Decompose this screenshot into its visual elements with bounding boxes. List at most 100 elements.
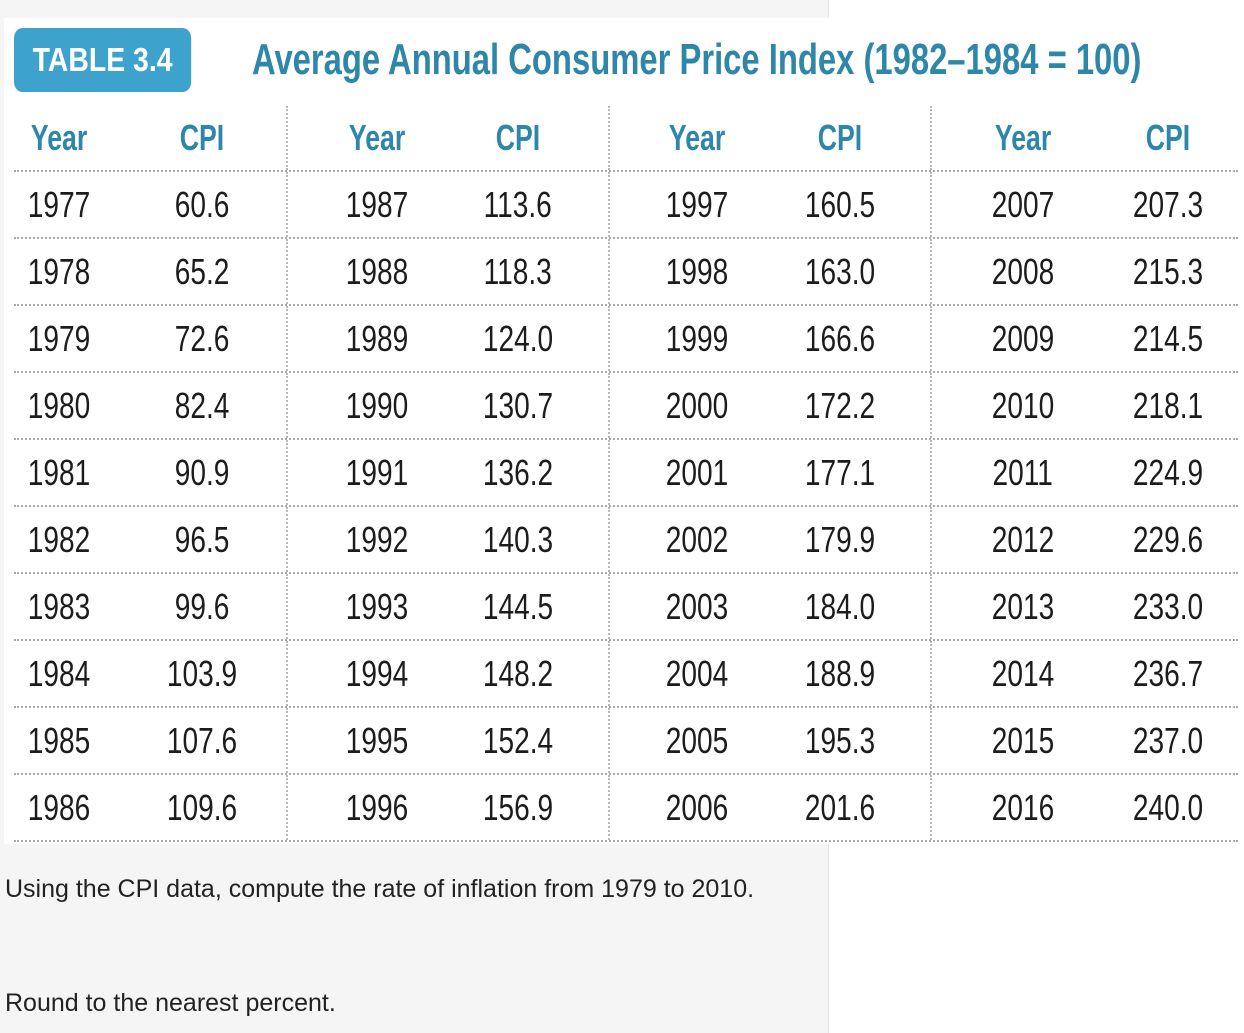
cpi-cell: 60.6 bbox=[174, 183, 230, 225]
year-cell: 1989 bbox=[345, 317, 409, 359]
column-divider bbox=[930, 775, 932, 840]
year-cell: 2000 bbox=[665, 384, 729, 426]
cpi-cell: 152.4 bbox=[482, 719, 554, 761]
column-divider bbox=[608, 373, 610, 438]
cpi-cell: 184.0 bbox=[804, 585, 876, 627]
year-cell: 1996 bbox=[345, 786, 409, 828]
cpi-cell: 240.0 bbox=[1132, 786, 1204, 828]
cpi-cell: 195.3 bbox=[804, 719, 876, 761]
cpi-cell: 96.5 bbox=[174, 518, 230, 560]
cpi-cell: 82.4 bbox=[174, 384, 230, 426]
cpi-cell: 236.7 bbox=[1132, 652, 1204, 694]
cpi-cell: 124.0 bbox=[482, 317, 554, 359]
year-cell: 1999 bbox=[665, 317, 729, 359]
table-number-label: TABLE 3.4 bbox=[32, 41, 173, 78]
year-cell: 1987 bbox=[345, 183, 409, 225]
cpi-cell: 130.7 bbox=[482, 384, 554, 426]
cpi-cell: 109.6 bbox=[166, 786, 238, 828]
year-cell: 2008 bbox=[991, 250, 1055, 292]
year-cell: 1988 bbox=[345, 250, 409, 292]
year-cell: 1981 bbox=[27, 451, 91, 493]
year-cell: 1998 bbox=[665, 250, 729, 292]
cpi-cell: 172.2 bbox=[804, 384, 876, 426]
cpi-cell: 229.6 bbox=[1132, 518, 1204, 560]
column-divider bbox=[286, 373, 288, 438]
year-cell: 2014 bbox=[991, 652, 1055, 694]
cpi-cell: 148.2 bbox=[482, 652, 554, 694]
column-header-year: Year bbox=[30, 117, 88, 158]
year-cell: 1979 bbox=[27, 317, 91, 359]
cpi-cell: 144.5 bbox=[482, 585, 554, 627]
year-cell: 2012 bbox=[991, 518, 1055, 560]
column-header-year: Year bbox=[348, 117, 406, 158]
column-header-year: Year bbox=[668, 117, 726, 158]
column-divider bbox=[286, 574, 288, 639]
table-row: 1978 65.2 1988 118.3 1998 163.0 2008 215.3 bbox=[14, 239, 1238, 306]
cpi-cell: 113.6 bbox=[483, 183, 553, 225]
column-divider bbox=[608, 106, 610, 170]
year-cell: 2007 bbox=[991, 183, 1055, 225]
column-divider bbox=[608, 574, 610, 639]
year-cell: 1980 bbox=[27, 384, 91, 426]
cpi-cell: 177.1 bbox=[804, 451, 876, 493]
column-divider bbox=[286, 172, 288, 237]
year-cell: 2016 bbox=[991, 786, 1055, 828]
column-divider bbox=[930, 641, 932, 706]
year-cell: 2004 bbox=[665, 652, 729, 694]
cpi-cell: 65.2 bbox=[174, 250, 230, 292]
table-row: 1986 109.6 1996 156.9 2006 201.6 2016 240.0 bbox=[14, 775, 1238, 842]
column-header-cpi: CPI bbox=[1145, 117, 1191, 158]
year-cell: 1986 bbox=[27, 786, 91, 828]
column-header-cpi: CPI bbox=[495, 117, 541, 158]
year-cell: 1983 bbox=[27, 585, 91, 627]
column-divider bbox=[286, 708, 288, 773]
year-cell: 1997 bbox=[665, 183, 729, 225]
column-divider bbox=[608, 507, 610, 572]
column-divider bbox=[930, 239, 932, 304]
cpi-cell: 179.9 bbox=[804, 518, 876, 560]
column-header-cpi: CPI bbox=[179, 117, 225, 158]
column-divider bbox=[608, 239, 610, 304]
year-cell: 2013 bbox=[991, 585, 1055, 627]
cpi-cell: 163.0 bbox=[804, 250, 876, 292]
table-row: 1984 103.9 1994 148.2 2004 188.9 2014 236.7 bbox=[14, 641, 1238, 708]
column-divider bbox=[286, 306, 288, 371]
cpi-cell: 201.6 bbox=[804, 786, 876, 828]
year-cell: 1992 bbox=[345, 518, 409, 560]
year-cell: 1982 bbox=[27, 518, 91, 560]
table-row: 1977 60.6 1987 113.6 1997 160.5 2007 207.3 bbox=[14, 172, 1238, 239]
table-row: 1980 82.4 1990 130.7 2000 172.2 2010 218.1 bbox=[14, 373, 1238, 440]
year-cell: 1977 bbox=[27, 183, 91, 225]
column-divider bbox=[608, 708, 610, 773]
cpi-cell: 188.9 bbox=[804, 652, 876, 694]
cpi-cell: 90.9 bbox=[174, 451, 230, 493]
cpi-cell: 224.9 bbox=[1132, 451, 1204, 493]
cpi-cell: 99.6 bbox=[174, 585, 230, 627]
year-cell: 1991 bbox=[345, 451, 409, 493]
year-cell: 2001 bbox=[665, 451, 729, 493]
year-cell: 1993 bbox=[345, 585, 409, 627]
year-cell: 1978 bbox=[27, 250, 91, 292]
table-body: 1977 60.6 1987 113.6 1997 160.5 2007 207.3 1978 6… bbox=[14, 172, 1238, 842]
cpi-cell: 218.1 bbox=[1132, 384, 1204, 426]
cpi-cell: 107.6 bbox=[166, 719, 238, 761]
year-cell: 2002 bbox=[665, 518, 729, 560]
cpi-cell: 215.3 bbox=[1132, 250, 1204, 292]
year-cell: 2011 bbox=[992, 451, 1054, 493]
cpi-cell: 156.9 bbox=[482, 786, 554, 828]
year-cell: 1990 bbox=[345, 384, 409, 426]
table-title: Average Annual Consumer Price Index (198… bbox=[252, 35, 1142, 84]
table-row: 1983 99.6 1993 144.5 2003 184.0 2013 233.0 bbox=[14, 574, 1238, 641]
column-divider bbox=[930, 172, 932, 237]
column-divider bbox=[286, 106, 288, 170]
column-divider bbox=[930, 574, 932, 639]
year-cell: 2010 bbox=[991, 384, 1055, 426]
cpi-cell: 136.2 bbox=[482, 451, 554, 493]
table-row: 1979 72.6 1989 124.0 1999 166.6 2009 214.5 bbox=[14, 306, 1238, 373]
year-cell: 1984 bbox=[27, 652, 91, 694]
cpi-cell: 166.6 bbox=[804, 317, 876, 359]
column-divider bbox=[930, 708, 932, 773]
cpi-table: Year CPI Year CPI Year CPI Year CPI 1977… bbox=[14, 106, 1238, 842]
year-cell: 2009 bbox=[991, 317, 1055, 359]
table-row: 1982 96.5 1992 140.3 2002 179.9 2012 229.6 bbox=[14, 507, 1238, 574]
